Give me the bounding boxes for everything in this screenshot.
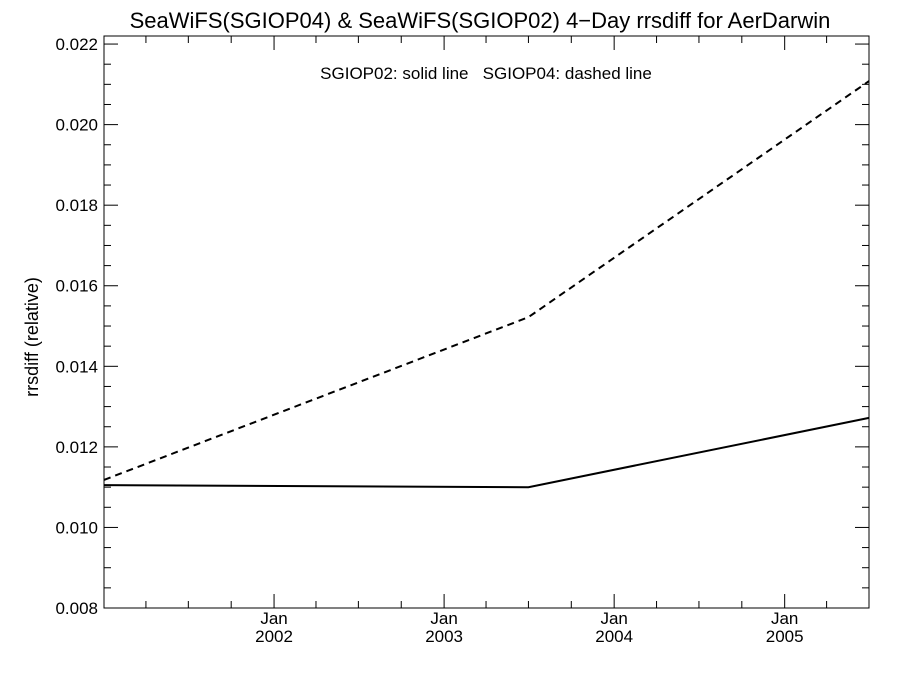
series-line-dashed [103, 80, 870, 481]
x-tick-label-month: Jan [430, 609, 457, 628]
x-tick-label-year: 2002 [255, 627, 293, 646]
axis-ticks: 0.008 0.010 0.012 0.014 0.016 0.018 0.020 0.022… [55, 35, 869, 646]
y-tick-label: 0.008 [55, 599, 98, 618]
x-tick-label-year: 2004 [595, 627, 633, 646]
y-tick-label: 0.020 [55, 116, 98, 135]
series-layer [103, 80, 870, 489]
y-tick-label: 0.016 [55, 277, 98, 296]
x-tick-label-month: Jan [260, 609, 287, 628]
legend-text: SGIOP02: solid line SGIOP04: dashed line [320, 64, 652, 83]
x-tick-label-year: 2003 [425, 627, 463, 646]
y-tick-label: 0.010 [55, 518, 98, 537]
y-tick-label: 0.012 [55, 438, 98, 457]
plot-frame [103, 35, 870, 609]
y-axis-title: rrsdiff (relative) [22, 277, 42, 397]
y-tick-label: 0.014 [55, 357, 98, 376]
y-tick-label: 0.018 [55, 196, 98, 215]
x-tick-label-month: Jan [771, 609, 798, 628]
x-tick-label-month: Jan [600, 609, 627, 628]
y-tick-label: 0.022 [55, 35, 98, 54]
series-line-solid [103, 416, 870, 489]
x-tick-label-year: 2005 [766, 627, 804, 646]
chart-title: SeaWiFS(SGIOP04) & SeaWiFS(SGIOP02) 4−Da… [130, 8, 831, 33]
